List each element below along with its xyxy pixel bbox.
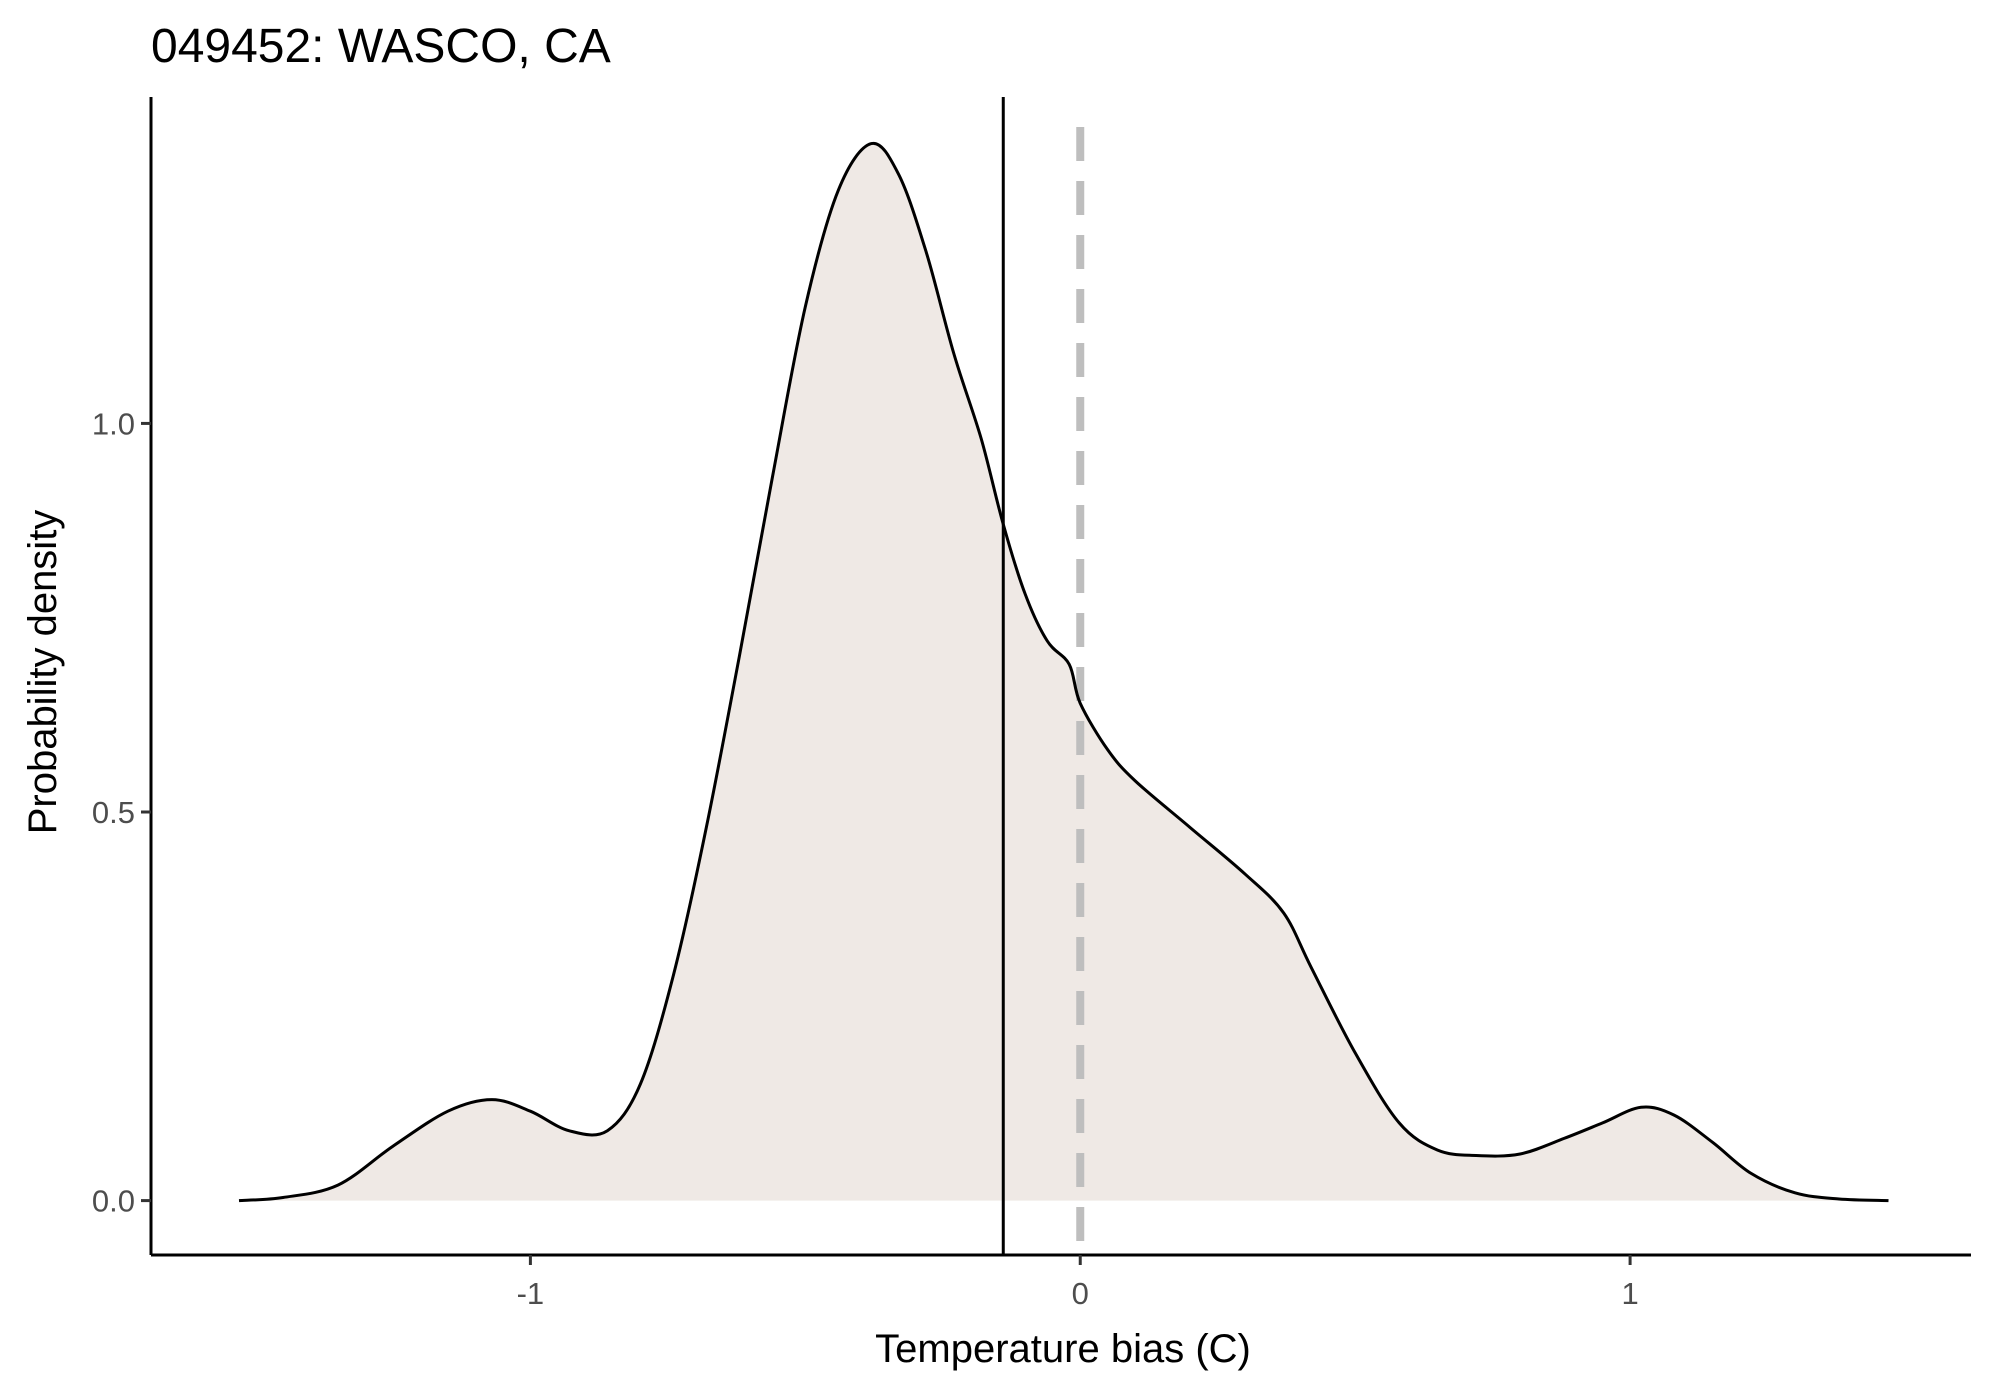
y-tick-label: 1.0	[92, 406, 135, 441]
density-curve	[238, 141, 1889, 1203]
x-tick-label: 0	[1072, 1276, 1089, 1311]
y-tick-label: 0.0	[92, 1184, 135, 1219]
density-fill	[239, 143, 1889, 1201]
x-axis-title: Temperature bias (C)	[875, 1327, 1251, 1371]
plot-area	[238, 97, 1889, 1255]
x-tick-label: 1	[1621, 1276, 1638, 1311]
y-axis-title: Probability density	[21, 510, 65, 835]
axes: -1 0 1 0.0 0.5 1.0	[92, 97, 1971, 1311]
y-tick-label: 0.5	[92, 795, 135, 830]
x-tick-label: -1	[517, 1276, 545, 1311]
chart-title: 049452: WASCO, CA	[151, 20, 611, 73]
